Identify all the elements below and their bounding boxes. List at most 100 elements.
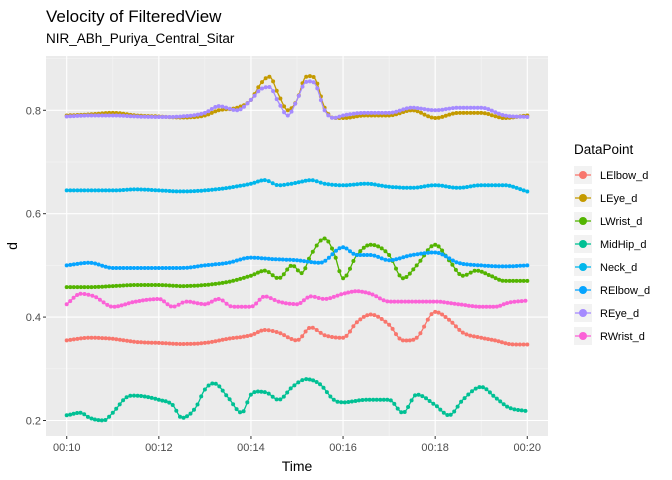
data-point [493,338,497,343]
data-point [149,266,154,270]
data-point [206,383,211,388]
data-point [458,261,462,266]
data-point [303,178,308,183]
data-point [155,297,160,301]
data-point [220,280,225,285]
data-point [486,273,491,277]
data-point [324,390,329,395]
data-point [267,74,272,79]
data-point [174,189,179,194]
data-point [419,110,423,115]
data-point [256,85,261,90]
data-point [401,107,406,112]
data-point [361,314,366,319]
data-point [92,417,97,422]
data-point [397,273,402,278]
data-point [160,398,165,403]
data-point [288,263,293,268]
data-point [133,299,138,304]
data-point [498,303,503,308]
data-point [521,114,526,119]
data-point [316,260,321,265]
data-point [168,304,173,309]
data-point [344,115,349,120]
data-point [227,397,232,402]
data-point [357,398,361,403]
data-point [318,180,323,185]
data-point [224,105,229,110]
data-point [149,114,154,119]
data-point [167,189,172,193]
data-point [468,270,473,275]
data-point [523,298,528,303]
data-point [285,182,290,187]
data-point [308,294,313,299]
data-point [465,105,469,110]
data-point [418,258,423,263]
data-point [206,282,211,287]
data-point [107,113,112,118]
data-point [165,302,170,307]
data-point [160,283,165,288]
data-point [112,304,117,309]
data-point [235,108,240,113]
data-point [260,80,264,85]
data-point [367,397,372,402]
data-point [309,260,314,265]
data-point [107,336,112,341]
data-point [351,111,356,116]
data-point [170,403,175,407]
data-point [245,274,250,279]
data-point [383,110,388,115]
data-point [447,112,452,117]
data-point [188,299,193,304]
data-point [117,337,122,342]
data-point [349,399,354,404]
data-point [132,393,136,398]
data-point [245,101,250,106]
data-point [380,110,384,115]
legend-label: LEye_d [600,193,637,205]
data-point [501,302,506,307]
data-point [220,388,225,393]
data-point [486,337,491,342]
data-point [234,407,239,412]
data-point [107,265,112,270]
data-point [276,299,281,304]
data-point [424,299,429,304]
data-point [496,115,501,120]
data-point [379,317,384,321]
data-point [163,399,168,404]
data-point [128,114,133,119]
data-point [333,255,338,260]
data-point [262,328,267,332]
data-point [300,378,305,383]
data-point [68,337,73,342]
data-point [472,183,477,188]
data-point [471,334,476,339]
data-point [525,115,530,119]
data-point [459,399,464,404]
data-point [250,304,255,309]
data-point [333,115,338,120]
data-point [379,246,384,251]
data-point [400,338,405,343]
legend-item-lelbow-d: LElbow_d [574,166,648,184]
data-point [270,394,275,399]
data-point [443,184,448,189]
data-point [365,253,370,257]
data-point [156,188,161,193]
data-point [376,183,381,188]
data-point [525,278,530,283]
legend-label: LWrist_d [600,216,642,228]
x-tick-label: 00:20 [514,442,542,454]
data-point [436,183,441,188]
data-point [449,301,454,306]
data-point [433,116,438,120]
data-point [464,332,469,337]
data-point [267,85,272,89]
data-point [135,283,140,287]
data-point [238,104,243,109]
data-point [472,263,477,267]
data-point [103,188,108,193]
